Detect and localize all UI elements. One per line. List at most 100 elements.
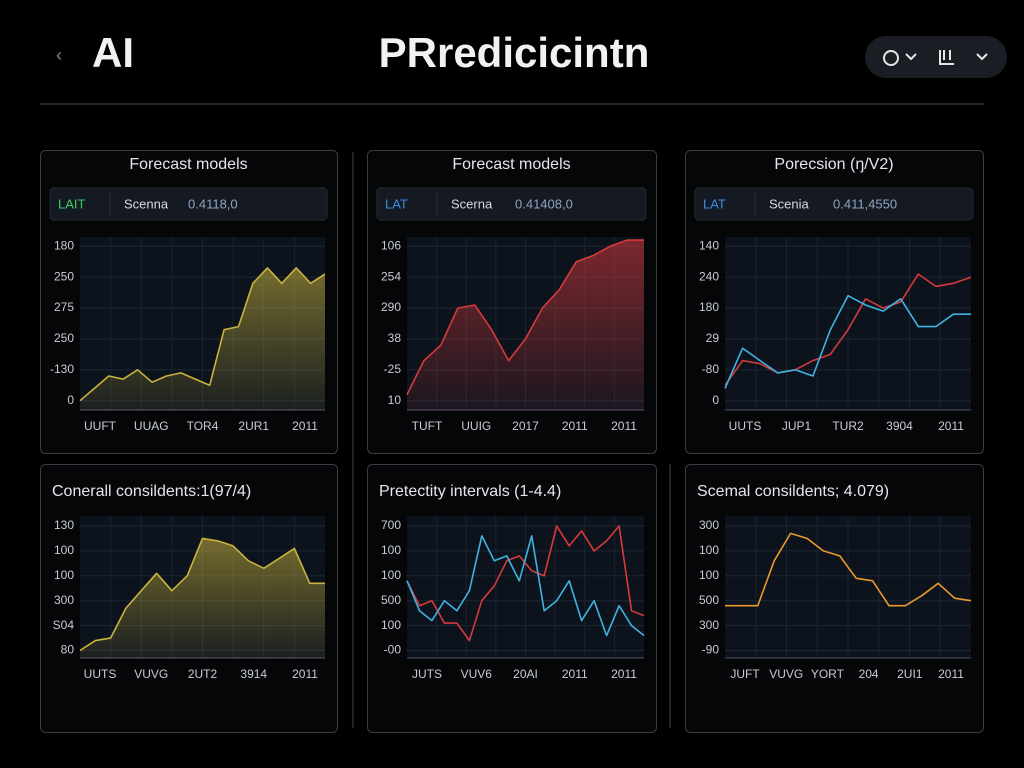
x-tick-label: UUFT (84, 419, 117, 433)
info-name: Scerna (451, 196, 493, 211)
panel-title: Scemal consildents; 4.079) (697, 483, 889, 500)
toolbar-icons[interactable] (883, 50, 988, 66)
y-tick-label: 0 (67, 393, 74, 407)
y-tick-label: 29 (706, 331, 720, 345)
y-tick-label: 100 (54, 568, 74, 582)
y-tick-label: 80 (61, 643, 75, 657)
y-tick-label: 254 (381, 269, 401, 283)
y-tick-label: -00 (384, 643, 402, 657)
y-tick-label: 130 (54, 518, 74, 532)
y-tick-label: 100 (381, 618, 401, 632)
y-tick-label: 290 (381, 300, 401, 314)
y-tick-label: -90 (702, 643, 720, 657)
info-name: Scenia (769, 196, 810, 211)
line (406, 525, 645, 642)
x-tick-label: TUFT (412, 419, 443, 433)
line (724, 273, 972, 386)
y-tick-label: 500 (381, 593, 401, 607)
x-tick-label: YORT (811, 667, 845, 681)
toolbar (865, 36, 1007, 78)
y-tick-label: 180 (699, 300, 719, 314)
y-tick-label: 0 (712, 393, 719, 407)
x-tick-label: VUVG (134, 667, 168, 681)
x-tick-label: 204 (859, 667, 879, 681)
x-tick-label: 2011 (938, 419, 964, 433)
x-tick-label: VUV6 (461, 667, 493, 681)
x-tick-label: UUTS (84, 667, 117, 681)
info-tag: LAIT (58, 196, 86, 211)
page-title: PRredicicintn (379, 29, 650, 76)
x-tick-label: JUFT (730, 667, 760, 681)
panel-title: Conerall consildents:1(97/4) (52, 483, 251, 500)
y-tick-label: 38 (388, 331, 402, 345)
y-tick-label: 140 (699, 238, 719, 252)
x-tick-label: 2011 (938, 667, 964, 681)
x-tick-label: JUTS (412, 667, 442, 681)
x-tick-label: JUP1 (782, 419, 812, 433)
x-tick-label: 2011 (611, 667, 637, 681)
y-tick-label: 100 (699, 568, 719, 582)
x-tick-label: 20AI (513, 667, 538, 681)
x-tick-label: 3914 (240, 667, 267, 681)
area (80, 267, 325, 410)
y-tick-label: 180 (54, 238, 74, 252)
line (725, 532, 972, 607)
x-tick-label: 2017 (512, 419, 539, 433)
x-tick-label: 2011 (611, 419, 637, 433)
x-tick-label: 2011 (562, 667, 588, 681)
y-tick-label: 106 (381, 238, 401, 252)
x-tick-label: UUAG (134, 419, 169, 433)
x-tick-label: VUVG (769, 667, 803, 681)
y-tick-label: 240 (699, 269, 719, 283)
panel-title: Porecsion (ŋ/V2) (774, 156, 893, 173)
info-reading: 0.4118,0 (188, 196, 238, 211)
y-tick-label: 100 (381, 543, 401, 557)
y-tick-label: 300 (699, 618, 719, 632)
y-tick-label: 700 (381, 518, 401, 532)
y-tick-label: -80 (702, 362, 720, 376)
panel-title: Forecast models (129, 156, 247, 173)
info-bar (49, 187, 328, 221)
line (79, 267, 326, 402)
info-reading: 0.411,4550 (833, 196, 897, 211)
x-tick-label: 2011 (292, 667, 318, 681)
info-tag: LAT (703, 196, 726, 211)
line (406, 535, 645, 637)
y-tick-label: 100 (699, 543, 719, 557)
info-tag: LAT (385, 196, 408, 211)
x-tick-label: 2011 (562, 419, 588, 433)
y-tick-label: -25 (384, 362, 402, 376)
y-tick-label: -130 (50, 362, 74, 376)
line (724, 294, 971, 389)
y-tick-label: 250 (54, 269, 74, 283)
info-name: Scenna (124, 196, 169, 211)
y-tick-label: 10 (388, 393, 402, 407)
line (79, 537, 325, 652)
y-tick-label: 250 (54, 331, 74, 345)
y-tick-label: 500 (699, 593, 719, 607)
panel-title: Forecast models (452, 156, 570, 173)
x-tick-label: TOR4 (187, 419, 219, 433)
panel-title: Pretectity intervals (1-4.4) (379, 483, 561, 500)
x-tick-label: 3904 (886, 419, 913, 433)
x-tick-label: TUR2 (832, 419, 864, 433)
x-tick-label: 2UR1 (238, 419, 269, 433)
brand: AI (92, 29, 134, 76)
y-tick-label: 300 (54, 593, 74, 607)
y-tick-label: 100 (381, 568, 401, 582)
y-tick-label: 275 (54, 300, 74, 314)
x-tick-label: UUIG (461, 419, 491, 433)
x-tick-label: UUTS (729, 419, 762, 433)
y-tick-label: 300 (699, 518, 719, 532)
info-reading: 0.41408,0 (515, 196, 573, 211)
x-tick-label: 2011 (292, 419, 318, 433)
y-tick-label: S04 (53, 618, 75, 632)
info-bar (376, 187, 647, 221)
back-button[interactable]: ‹ (56, 45, 62, 65)
x-tick-label: 2UT2 (188, 667, 218, 681)
y-tick-label: 100 (54, 543, 74, 557)
x-tick-label: 2UI1 (897, 667, 923, 681)
area (407, 240, 644, 410)
info-bar (694, 187, 974, 221)
